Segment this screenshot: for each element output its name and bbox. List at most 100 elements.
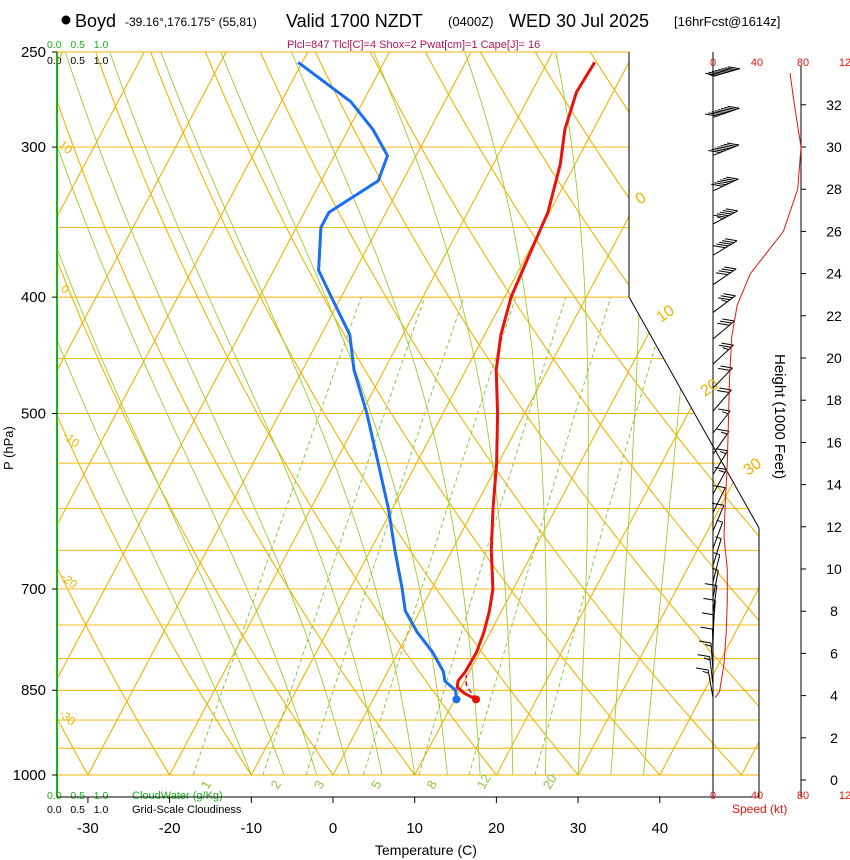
cloudwater-scale-top: 0.0 0.5 1.0 xyxy=(47,39,108,51)
wind-barb-flag xyxy=(718,469,726,473)
temperature-line xyxy=(455,61,596,701)
wind-barb-flag xyxy=(722,210,735,213)
wind-barb-flag xyxy=(716,216,724,220)
valid-time: Valid 1700 NZDT xyxy=(286,11,423,31)
sounding-profiles xyxy=(297,61,596,704)
wind-barb-flag xyxy=(700,626,713,630)
wind-barb-flag xyxy=(725,208,738,212)
wind-barb-flag xyxy=(711,502,724,506)
wind-barb-flag xyxy=(703,597,716,601)
x-axis-title: Temperature (C) xyxy=(375,842,477,858)
pressure-tick-label: 500 xyxy=(21,406,46,423)
dewpoint-line xyxy=(297,61,458,700)
height-tick-label: 32 xyxy=(826,97,842,113)
moist-adiabat xyxy=(109,52,383,776)
dry-adiabat-label: 10 xyxy=(56,138,75,158)
mixing-ratio-label: 8 xyxy=(423,778,440,792)
isotherm xyxy=(57,52,227,776)
wind-barb-flag xyxy=(726,142,740,146)
isotherm-label: 20 xyxy=(698,376,722,400)
surface-dewpoint-dot xyxy=(452,695,461,704)
wind-barb xyxy=(712,505,725,532)
wind-barb-flag xyxy=(712,567,719,571)
wind-barb-flag xyxy=(717,297,731,301)
plot-frame xyxy=(57,52,760,798)
wind-barb-flag xyxy=(717,109,730,113)
mixing-ratio-line xyxy=(192,296,362,776)
cloudiness-label: Grid-Scale Cloudiness xyxy=(132,804,242,816)
wind-barb-flag xyxy=(724,238,738,242)
utc-time: (0400Z) xyxy=(448,14,494,29)
wind-barb-flag xyxy=(701,612,715,616)
wind-barb xyxy=(712,487,726,514)
wind-barb-flag xyxy=(724,106,737,110)
forecast-info: [16hrFcst@1614z] xyxy=(674,14,780,29)
wind-barb-flag xyxy=(722,318,735,322)
dry-adiabat xyxy=(0,31,6,775)
surface-temperature-dot xyxy=(472,695,481,704)
wind-barb-flag xyxy=(718,367,731,371)
wind-barb-flag xyxy=(708,71,721,75)
isotherm xyxy=(659,52,759,776)
wind-barb-flag xyxy=(718,270,731,274)
wind-barb-flag xyxy=(714,110,727,114)
x-tick-label: 10 xyxy=(406,820,423,837)
wind-barb xyxy=(712,469,728,495)
height-tick-label: 30 xyxy=(826,139,842,155)
height-tick-label: 14 xyxy=(826,477,842,493)
cloudiness-scale-top: 0.0 0.5 1.0 xyxy=(47,55,108,67)
x-tick-label: 30 xyxy=(570,820,587,837)
dry-adiabat xyxy=(250,52,742,776)
speed-tick-label-top: 12 xyxy=(839,57,850,69)
wind-barb xyxy=(709,656,714,685)
wind-barb-flag xyxy=(723,143,736,147)
dry-adiabat xyxy=(305,52,759,776)
wind-barb-flag xyxy=(718,344,732,348)
dry-adiabat xyxy=(468,52,759,776)
wind-barb-flag xyxy=(723,178,736,181)
height-tick-label: 10 xyxy=(826,561,842,577)
height-axis-title: Height (1000 Feet) xyxy=(771,354,788,479)
wind-barb xyxy=(712,554,721,583)
dry-adiabat xyxy=(142,52,579,776)
mixing-ratio-lines xyxy=(192,296,671,776)
dry-adiabat xyxy=(57,52,252,776)
x-tick-label: -30 xyxy=(77,820,99,837)
wind-barb-flag xyxy=(714,182,727,186)
cloudiness-scale-bottom: 0.0 0.5 1.0 xyxy=(47,804,108,816)
dry-adiabat-lines xyxy=(0,31,759,776)
wind-barb-flag xyxy=(720,145,733,148)
wind-barb-flag xyxy=(713,485,726,489)
wind-barb-flag xyxy=(715,448,728,452)
wind-barb xyxy=(712,344,734,365)
wind-barb-flag xyxy=(715,272,728,276)
wind-barb xyxy=(710,642,714,671)
moist-adiabat xyxy=(64,52,350,776)
wind-barb-flag xyxy=(711,70,724,74)
wind-barb-flag xyxy=(727,105,740,109)
pressure-tick-label: 400 xyxy=(21,289,46,306)
mixing-ratio-label: 3 xyxy=(311,778,328,792)
wind-barb xyxy=(712,268,737,286)
speed-tick-label-bottom: 0 xyxy=(710,790,716,802)
wind-barb xyxy=(712,629,714,658)
wind-barb-flag xyxy=(711,148,724,152)
mixing-ratio-label: 5 xyxy=(368,778,385,792)
wind-barb-flag xyxy=(720,295,733,299)
height-tick-label: 8 xyxy=(830,603,838,619)
moist-adiabat xyxy=(57,52,318,776)
wind-barb xyxy=(712,522,724,549)
speed-tick-label-bottom: 12 xyxy=(839,790,850,802)
dry-adiabat xyxy=(576,52,759,776)
wind-barb xyxy=(712,538,722,566)
height-tick-label: 0 xyxy=(830,772,838,788)
mixing-ratio-line xyxy=(534,296,671,776)
wind-barb-flag xyxy=(705,643,712,647)
dry-adiabat xyxy=(57,52,334,776)
wind-barb-flag xyxy=(721,268,734,272)
wind-barb xyxy=(712,570,719,598)
wind-barb-flag xyxy=(719,451,727,455)
wind-barb-flag xyxy=(711,111,724,115)
isotherm-label: 10 xyxy=(654,302,678,326)
wind-barb xyxy=(712,585,718,614)
